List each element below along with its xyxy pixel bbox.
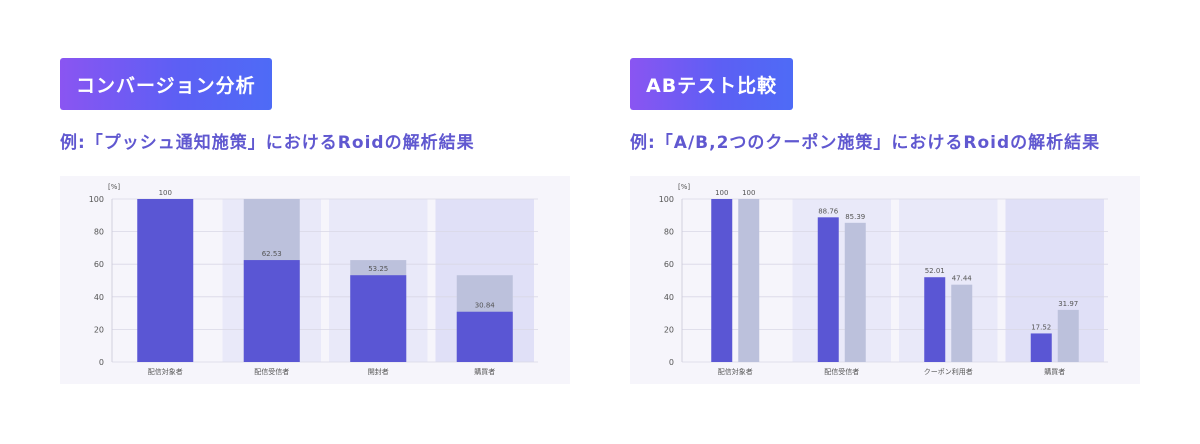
x-tick-label: 配信受信者 [824, 367, 859, 376]
x-tick-label: 配信対象者 [148, 367, 183, 376]
x-tick-label: 配信受信者 [254, 367, 289, 376]
y-tick-label: 100 [659, 195, 674, 204]
bar-a [817, 217, 839, 362]
y-tick-label: 60 [664, 260, 674, 269]
data-label: 100 [715, 189, 728, 197]
bar-b [738, 199, 760, 362]
x-tick-label: クーポン利用者 [924, 367, 973, 376]
x-tick-label: 購買者 [474, 367, 495, 376]
conversion-panel: コンバージョン分析 例:「プッシュ通知施策」におけるRoidの解析結果 0 20 4… [60, 0, 620, 444]
data-label: 47.44 [952, 275, 973, 283]
y-tick-label: 20 [664, 325, 674, 334]
y-tick-label: 20 [94, 325, 104, 334]
conversion-chart: 0 20 40 60 80 100 [%] 配信対象者 配信受信者 開封者 購買者 100 62.53 5… [89, 183, 538, 376]
bar [243, 260, 300, 362]
y-tick-label: 60 [94, 260, 104, 269]
data-label: 17.52 [1031, 323, 1051, 331]
bar-b [1057, 309, 1079, 362]
conversion-subtitle: 例:「プッシュ通知施策」におけるRoidの解析結果 [60, 133, 475, 153]
data-label: 62.53 [262, 250, 282, 258]
data-label: 53.25 [368, 265, 388, 273]
bar-a [711, 199, 733, 362]
category-band [792, 199, 891, 362]
abtest-subtitle: 例:「A/B,2つのクーポン施策」におけるRoidの解析結果 [630, 133, 1101, 153]
bar [350, 275, 407, 362]
bar-b [844, 222, 866, 362]
x-tick-label: 購買者 [1044, 367, 1065, 376]
data-label: 85.39 [845, 213, 865, 221]
y-tick-label: 0 [669, 358, 674, 367]
bar-a [924, 277, 946, 362]
abtest-chart: 0 20 40 60 80 100 [%] 配信対象者 配信受信者 クーポン利用者 購買者 100 10… [659, 183, 1108, 376]
y-tick-label: 80 [94, 228, 104, 237]
y-axis-label: [%] [678, 183, 690, 191]
y-axis-label: [%] [108, 183, 120, 191]
y-tick-label: 40 [664, 293, 674, 302]
conversion-chart-container: 0 20 40 60 80 100 [%] 配信対象者 配信受信者 開封者 購買者 100 62.53 5… [60, 176, 570, 384]
bar-b [951, 284, 973, 362]
data-label: 88.76 [818, 207, 839, 215]
abtest-chart-container: 0 20 40 60 80 100 [%] 配信対象者 配信受信者 クーポン利用者 購買者 100 10… [630, 176, 1140, 384]
abtest-panel: ABテスト比較 例:「A/B,2つのクーポン施策」におけるRoidの解析結果 0… [630, 0, 1190, 444]
data-label: 100 [742, 189, 755, 197]
abtest-badge: ABテスト比較 [630, 58, 794, 110]
bar-a [1030, 333, 1052, 362]
data-label: 30.84 [475, 302, 496, 310]
x-tick-label: 開封者 [368, 367, 389, 376]
y-tick-label: 100 [89, 195, 104, 204]
data-label: 100 [159, 189, 172, 197]
y-tick-label: 80 [664, 228, 674, 237]
data-label: 52.01 [925, 267, 945, 275]
data-label: 31.97 [1058, 300, 1078, 308]
bar [137, 199, 194, 362]
y-tick-label: 40 [94, 293, 104, 302]
conversion-badge: コンバージョン分析 [60, 58, 272, 110]
category-band [899, 199, 998, 362]
category-band [1005, 199, 1104, 362]
x-tick-label: 配信対象者 [718, 367, 753, 376]
y-tick-label: 0 [99, 358, 104, 367]
bar [456, 311, 513, 362]
